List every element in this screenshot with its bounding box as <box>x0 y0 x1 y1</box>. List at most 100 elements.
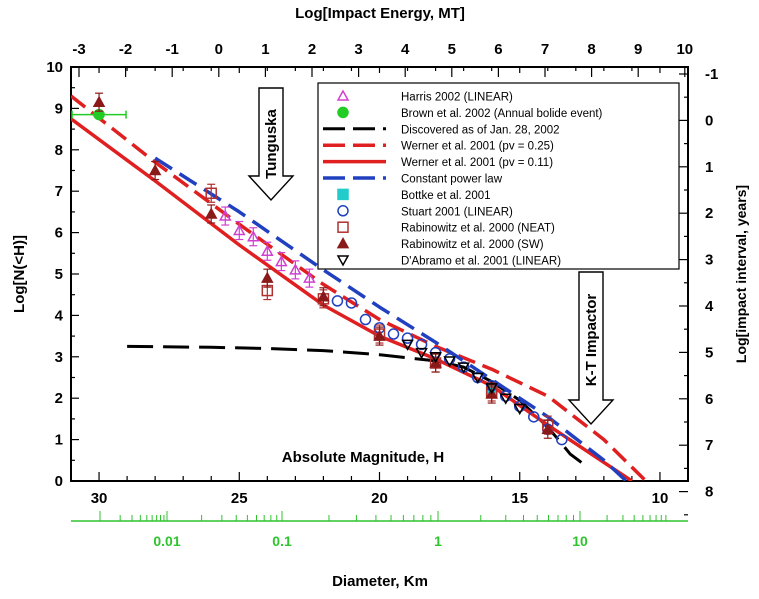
curve-series-4 <box>71 117 633 481</box>
top-tick-label: 10 <box>676 41 693 58</box>
x-tick-label: 10 <box>652 490 669 507</box>
curve-series-2 <box>127 344 583 464</box>
y-tick-label: 0 <box>55 473 63 490</box>
legend-marker <box>337 188 349 201</box>
y-tick-label: 4 <box>55 307 64 324</box>
diameter-axis: 0.01 0.1 1 10 <box>71 511 688 549</box>
top-tick-label: 8 <box>587 41 595 58</box>
diameter-tick-label: 1 <box>434 533 442 549</box>
y-tick-label: 6 <box>55 225 63 242</box>
data-point-series-7 <box>443 353 456 365</box>
data-point-series-0 <box>275 255 288 267</box>
right-tick-label: 3 <box>705 252 713 269</box>
data-point-series-7 <box>345 297 358 309</box>
data-point-series-9 <box>373 329 386 341</box>
data-point-series-8 <box>205 187 217 200</box>
legend-label: Harris 2002 (LINEAR) <box>401 92 513 104</box>
data-point-series-7 <box>387 328 400 340</box>
curve-series-5 <box>154 156 628 481</box>
data-point-series-7 <box>528 411 540 423</box>
y-tick-label: 9 <box>55 100 63 117</box>
data-point-series-7 <box>401 332 414 344</box>
legend-marker <box>337 221 349 233</box>
kt-impactor-label: K-T Impactor <box>583 294 600 387</box>
data-point-series-0 <box>289 263 302 275</box>
y-tick-label: 7 <box>55 183 63 200</box>
legend-marker <box>336 237 350 249</box>
right-tick-label: 5 <box>705 344 713 361</box>
tunguska-label: Tunguska <box>263 108 280 178</box>
legend-marker <box>337 106 349 119</box>
top-tick-label: 9 <box>634 41 642 58</box>
top-tick-label: 5 <box>448 41 456 58</box>
legend-marker <box>337 205 349 217</box>
right-tick-label: 6 <box>705 391 713 408</box>
x-tick-label: 20 <box>371 490 388 507</box>
legend-label: Constant power law <box>401 174 503 186</box>
data-point-series-7 <box>359 313 372 326</box>
data-point-series-9 <box>148 163 162 176</box>
diameter-tick-label: 0.01 <box>153 533 180 549</box>
top-tick-label: -1 <box>166 41 179 58</box>
y-tick-label: 2 <box>55 390 63 407</box>
legend-label: Werner et al. 2001 (pv = 0.11) <box>401 157 553 169</box>
right-tick-label: 7 <box>705 437 713 454</box>
chart-title: Log[Impact Energy, MT] <box>295 5 465 22</box>
data-point-series-10 <box>457 362 470 374</box>
curve-series-3 <box>71 94 648 481</box>
right-axis-label: Log[impact interval, years] <box>733 185 749 363</box>
legend-marker <box>336 255 350 267</box>
data-point-series-10 <box>401 339 414 351</box>
y-tick-label: 8 <box>55 142 63 159</box>
data-point-series-9 <box>204 207 218 219</box>
top-tick-label: 2 <box>308 41 316 58</box>
tunguska-arrow <box>247 87 295 202</box>
marker-layer <box>71 92 568 446</box>
y-tick-label: 3 <box>55 349 63 366</box>
top-tick-label: -3 <box>72 41 85 58</box>
x-tick-label: 15 <box>511 490 528 507</box>
top-tick-label: 1 <box>261 41 269 58</box>
legend-label: Discovered as of Jan. 28, 2002 <box>401 124 560 136</box>
data-point-series-7 <box>556 433 568 446</box>
data-point-series-7 <box>331 295 344 307</box>
data-point-series-9 <box>541 422 555 434</box>
y-tick-label: 1 <box>55 432 63 449</box>
x-axis-label: Absolute Magnitude, H <box>282 449 445 466</box>
data-point-series-10 <box>513 403 527 416</box>
data-point-series-10 <box>471 372 484 385</box>
diameter-axis-label: Diameter, Km <box>332 573 428 590</box>
data-point-series-10 <box>443 356 456 368</box>
data-point-series-0 <box>218 209 232 221</box>
data-point-series-9 <box>317 290 330 302</box>
annotation-layer: Tunguska K-T Impactor <box>247 87 615 426</box>
right-tick-label: 1 <box>705 159 713 176</box>
legend-box <box>317 82 680 270</box>
data-point-series-10 <box>415 347 428 360</box>
data-point-series-7 <box>513 400 526 413</box>
legend: Harris 2002 (LINEAR) Brown et al. 2002 (A… <box>317 82 680 270</box>
top-tick-label: 6 <box>494 41 502 58</box>
legend-label: Rabinowitz et al. 2000 (NEAT) <box>401 223 555 235</box>
legend-label: D'Abramo et al. 2001 (LINEAR) <box>401 256 561 268</box>
legend-marker <box>336 89 350 101</box>
data-point-series-7 <box>499 390 512 402</box>
right-tick-label: 8 <box>705 484 713 501</box>
data-point-series-10 <box>485 383 498 395</box>
top-tick-label: -2 <box>119 41 132 58</box>
x-tick-label: 25 <box>231 490 248 507</box>
kt-impactor-arrow <box>567 271 615 426</box>
y-tick-label: 10 <box>46 59 63 76</box>
top-tick-label: 0 <box>215 41 223 58</box>
legend-label: Werner et al. 2001 (pv = 0.25) <box>401 141 554 153</box>
y-tick-label: 5 <box>55 266 63 283</box>
data-point-series-9 <box>261 271 274 283</box>
x-tick-label: 30 <box>91 490 108 507</box>
right-tick-label: 0 <box>705 112 713 129</box>
data-point-series-0 <box>232 223 246 236</box>
right-tick-label: 4 <box>705 298 714 315</box>
diameter-tick-label: 10 <box>572 533 588 549</box>
top-tick-label: 4 <box>401 41 410 58</box>
legend-label: Stuart 2001 (LINEAR) <box>401 206 513 218</box>
